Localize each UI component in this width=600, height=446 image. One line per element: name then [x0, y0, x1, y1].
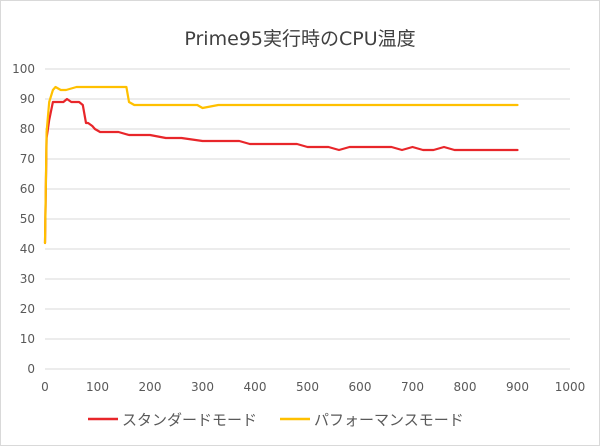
y-tick-label: 80 [20, 122, 35, 136]
x-tick-label: 500 [296, 380, 319, 394]
y-tick-label: 30 [20, 272, 35, 286]
y-tick-label: 60 [20, 182, 35, 196]
x-axis-ticks: 0 100 200 300 400 500 600 700 800 900 1000 [41, 380, 585, 394]
y-tick-label: 100 [12, 62, 35, 76]
legend-label-2: パフォーマンスモード [314, 411, 464, 429]
series-lines [43, 85, 519, 245]
x-tick-label: 100 [86, 380, 109, 394]
x-tick-label: 1000 [555, 380, 586, 394]
y-tick-label: 40 [20, 242, 35, 256]
y-tick-label: 90 [20, 92, 35, 106]
y-tick-label: 70 [20, 152, 35, 166]
x-tick-label: 400 [244, 380, 267, 394]
x-tick-label: 900 [506, 380, 529, 394]
chart-title: Prime95実行時のCPU温度 [184, 28, 416, 50]
x-tick-label: 600 [349, 380, 372, 394]
gridlines [45, 68, 570, 370]
y-axis-ticks: 0 10 20 30 40 50 60 70 80 90 100 [12, 62, 35, 376]
x-tick-label: 800 [454, 380, 477, 394]
y-tick-label: 10 [20, 332, 35, 346]
x-tick-label: 0 [41, 380, 49, 394]
series-line-1 [43, 97, 519, 245]
x-tick-label: 200 [139, 380, 162, 394]
series-line-2 [43, 85, 519, 245]
y-tick-label: 50 [20, 212, 35, 226]
legend-label-1: スタンダードモード [122, 411, 257, 429]
y-tick-label: 0 [27, 362, 35, 376]
legend: スタンダードモード パフォーマンスモード [88, 411, 464, 429]
x-tick-label: 300 [191, 380, 214, 394]
x-tick-label: 700 [401, 380, 424, 394]
y-tick-label: 20 [20, 302, 35, 316]
